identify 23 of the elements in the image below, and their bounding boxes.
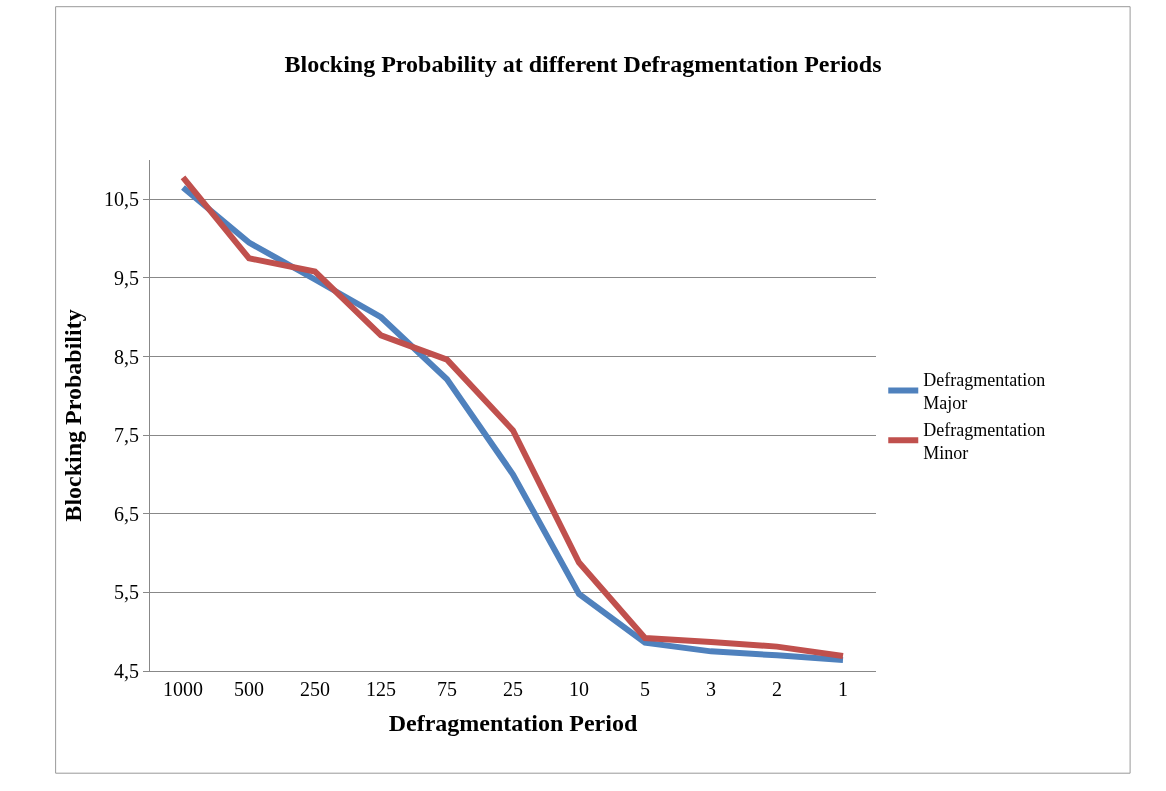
x-tick-label: 3	[706, 678, 716, 700]
x-tick-label: 5	[640, 678, 650, 700]
legend-label: Defragmentation Minor	[923, 419, 1046, 463]
x-tick-label: 125	[366, 678, 396, 700]
x-tick-label: 1000	[163, 678, 203, 700]
y-tick-label: 4,5	[114, 660, 139, 682]
chart-title: Blocking Probability at different Defragmentation Periods	[284, 51, 882, 78]
x-tick-label: 75	[437, 678, 457, 700]
x-tick-label: 250	[300, 678, 330, 700]
y-tick-label: 8,5	[114, 345, 139, 368]
x-tick-label: 2	[772, 678, 782, 700]
y-tick-label: 9,5	[114, 266, 139, 289]
y-tick-label: 10,5	[104, 188, 139, 211]
x-tick-label: 1	[838, 678, 848, 700]
legend-label: Defragmentation Major	[923, 369, 1046, 414]
x-tick-label: 10	[569, 678, 589, 700]
y-tick-label: 5,5	[114, 581, 139, 604]
x-tick-label: 25	[503, 678, 523, 700]
x-tick-label: 500	[234, 678, 264, 700]
y-axis-title: Blocking Probability	[60, 309, 87, 522]
y-tick-label: 7,5	[114, 424, 139, 447]
x-axis-title: Defragmentation Period	[388, 710, 638, 737]
y-tick-label: 6,5	[114, 502, 139, 525]
